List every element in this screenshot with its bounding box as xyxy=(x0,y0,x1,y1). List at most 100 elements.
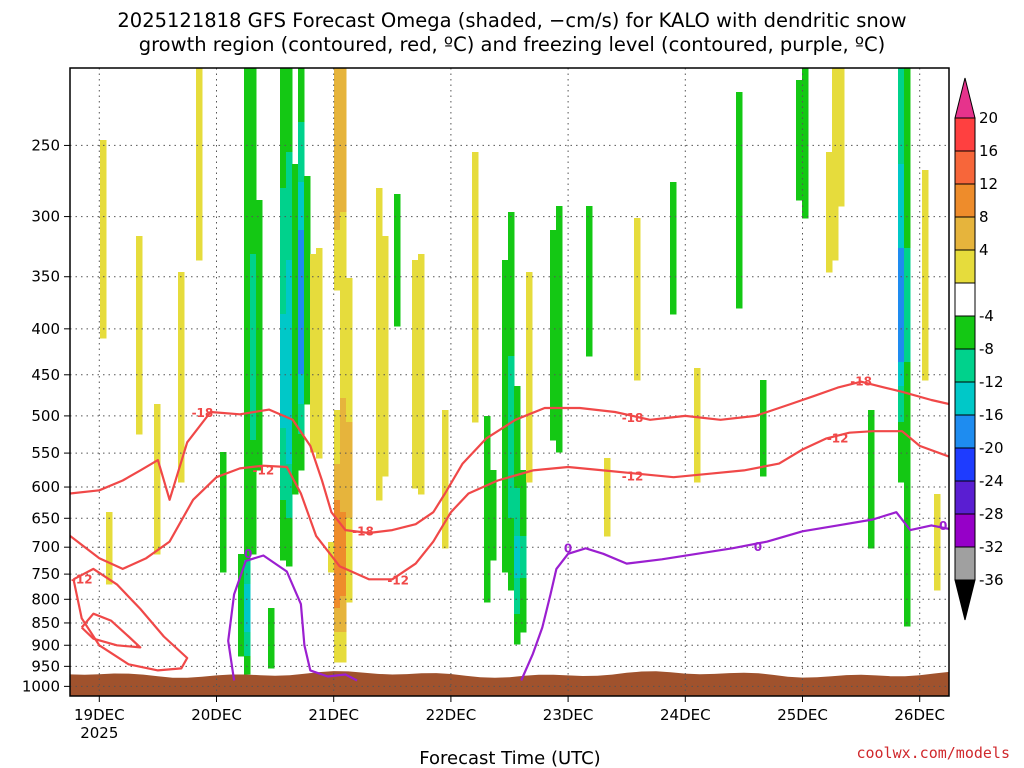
omega-cell xyxy=(310,350,317,357)
omega-cell xyxy=(556,266,563,273)
omega-cell xyxy=(244,656,251,663)
omega-cell xyxy=(280,470,287,477)
omega-cell xyxy=(796,140,803,147)
omega-cell xyxy=(832,200,839,207)
omega-cell xyxy=(256,344,263,351)
omega-cell xyxy=(244,500,251,507)
omega-cell xyxy=(334,410,341,417)
omega-cell xyxy=(286,314,293,321)
omega-cell xyxy=(244,350,251,357)
omega-cell xyxy=(634,230,641,237)
omega-cell xyxy=(634,248,641,255)
omega-cell xyxy=(394,278,401,285)
omega-cell xyxy=(832,236,839,243)
omega-cell xyxy=(670,218,677,225)
omega-cell xyxy=(382,242,389,249)
omega-cell xyxy=(316,332,323,339)
omega-cell xyxy=(244,446,251,453)
omega-cell xyxy=(550,266,557,273)
omega-cell xyxy=(502,260,509,267)
omega-cell xyxy=(934,518,941,525)
omega-cell xyxy=(826,158,833,165)
omega-cell xyxy=(256,392,263,399)
omega-cell xyxy=(316,374,323,381)
omega-cell xyxy=(556,392,563,399)
omega-cell xyxy=(508,368,515,375)
omega-cell xyxy=(922,170,929,177)
omega-cell xyxy=(472,284,479,291)
omega-cell xyxy=(472,320,479,327)
omega-cell xyxy=(106,578,113,585)
omega-cell xyxy=(376,308,383,315)
omega-cell xyxy=(556,308,563,315)
omega-cell xyxy=(100,260,107,267)
omega-cell xyxy=(196,140,203,147)
omega-cell xyxy=(904,404,911,411)
omega-cell xyxy=(244,266,251,273)
omega-cell xyxy=(298,278,305,285)
omega-cell xyxy=(316,344,323,351)
omega-cell xyxy=(334,200,341,207)
omega-cell xyxy=(100,194,107,201)
omega-cell xyxy=(934,578,941,585)
omega-cell xyxy=(280,116,287,123)
omega-cell xyxy=(376,464,383,471)
omega-cell xyxy=(838,134,845,141)
omega-cell xyxy=(838,98,845,105)
contour-label: -12 xyxy=(71,572,93,586)
omega-cell xyxy=(256,212,263,219)
omega-cell xyxy=(292,272,299,279)
omega-cell xyxy=(346,392,353,399)
omega-cell xyxy=(586,266,593,273)
omega-cell xyxy=(310,446,317,453)
omega-cell xyxy=(502,368,509,375)
omega-cell xyxy=(340,458,347,465)
omega-cell xyxy=(508,560,515,567)
omega-cell xyxy=(334,248,341,255)
omega-cell xyxy=(136,254,143,261)
omega-cell xyxy=(898,176,905,183)
omega-cell xyxy=(244,272,251,279)
omega-cell xyxy=(736,146,743,153)
omega-cell xyxy=(826,254,833,261)
omega-cell xyxy=(394,290,401,297)
omega-cell xyxy=(292,164,299,171)
omega-cell xyxy=(316,254,323,261)
omega-cell xyxy=(868,434,875,441)
omega-cell xyxy=(604,518,611,525)
omega-cell xyxy=(280,200,287,207)
omega-cell xyxy=(898,374,905,381)
omega-cell xyxy=(382,308,389,315)
omega-cell xyxy=(514,572,521,579)
omega-cell xyxy=(508,392,515,399)
omega-cell xyxy=(346,410,353,417)
omega-cell xyxy=(826,170,833,177)
omega-cell xyxy=(334,170,341,177)
omega-cell xyxy=(334,584,341,591)
omega-cell xyxy=(868,536,875,543)
omega-cell xyxy=(472,374,479,381)
omega-cell xyxy=(904,560,911,567)
omega-cell xyxy=(826,176,833,183)
omega-cell xyxy=(286,80,293,87)
omega-cell xyxy=(736,224,743,231)
omega-cell xyxy=(514,608,521,615)
omega-cell xyxy=(286,332,293,339)
omega-cell xyxy=(292,338,299,345)
omega-cell xyxy=(280,374,287,381)
omega-cell xyxy=(514,464,521,471)
omega-cell xyxy=(292,380,299,387)
omega-cell xyxy=(826,200,833,207)
omega-cell xyxy=(178,392,185,399)
omega-cell xyxy=(298,320,305,327)
omega-cell xyxy=(298,260,305,267)
omega-cell xyxy=(280,410,287,417)
omega-cell xyxy=(502,278,509,285)
omega-cell xyxy=(550,350,557,357)
omega-cell xyxy=(376,314,383,321)
y-tick-label: 1000 xyxy=(22,677,60,695)
omega-cell xyxy=(472,236,479,243)
omega-cell xyxy=(256,272,263,279)
omega-cell xyxy=(376,422,383,429)
omega-cell xyxy=(196,194,203,201)
